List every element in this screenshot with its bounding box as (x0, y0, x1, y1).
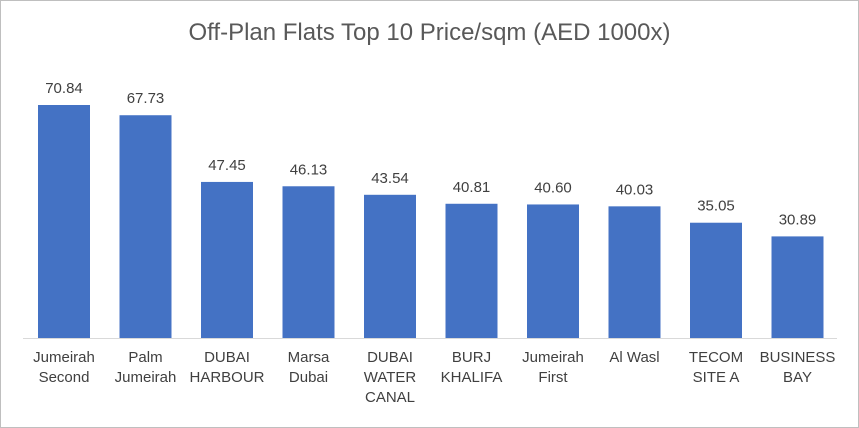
category-label-4: CANAL (365, 389, 415, 406)
category-label-1: Jumeirah (115, 369, 177, 386)
category-label-2: HARBOUR (189, 369, 264, 386)
data-label-9: 30.89 (779, 211, 817, 228)
data-label-8: 35.05 (697, 198, 735, 215)
bar-3 (282, 186, 335, 338)
data-label-4: 43.54 (371, 170, 409, 187)
category-label-7: Al Wasl (609, 349, 659, 366)
category-label-3: Marsa (288, 349, 330, 366)
category-label-4: DUBAI (367, 349, 413, 366)
category-label-4: WATER (364, 369, 417, 386)
bar-8 (690, 222, 742, 338)
bar-9 (771, 236, 824, 338)
category-label-6: First (538, 369, 568, 386)
bar-0 (38, 105, 90, 338)
data-label-7: 40.03 (616, 181, 654, 198)
category-label-6: Jumeirah (522, 349, 584, 366)
category-label-8: TECOM (689, 349, 743, 366)
category-label-0: Second (39, 369, 90, 386)
data-label-1: 67.73 (127, 90, 165, 107)
bar-7 (608, 206, 661, 338)
category-label-0: Jumeirah (33, 349, 95, 366)
data-label-5: 40.81 (453, 179, 491, 196)
category-label-9: BUSINESS (760, 349, 836, 366)
category-label-5: KHALIFA (441, 369, 503, 386)
category-label-2: DUBAI (204, 349, 250, 366)
bar-6 (527, 204, 579, 338)
category-label-8: SITE A (693, 369, 740, 386)
bar-2 (201, 181, 253, 338)
data-label-6: 40.60 (534, 179, 572, 196)
bar-5 (445, 203, 498, 338)
data-label-0: 70.84 (45, 80, 83, 97)
category-label-1: Palm (128, 349, 162, 366)
category-label-5: BURJ (452, 349, 491, 366)
category-label-3: Dubai (289, 369, 328, 386)
bar-1 (119, 115, 172, 338)
chart-title: Off-Plan Flats Top 10 Price/sqm (AED 100… (188, 19, 671, 46)
data-label-3: 46.13 (290, 161, 328, 178)
data-label-2: 47.45 (208, 157, 246, 174)
bar-4 (364, 194, 416, 338)
category-label-9: BAY (783, 369, 812, 386)
